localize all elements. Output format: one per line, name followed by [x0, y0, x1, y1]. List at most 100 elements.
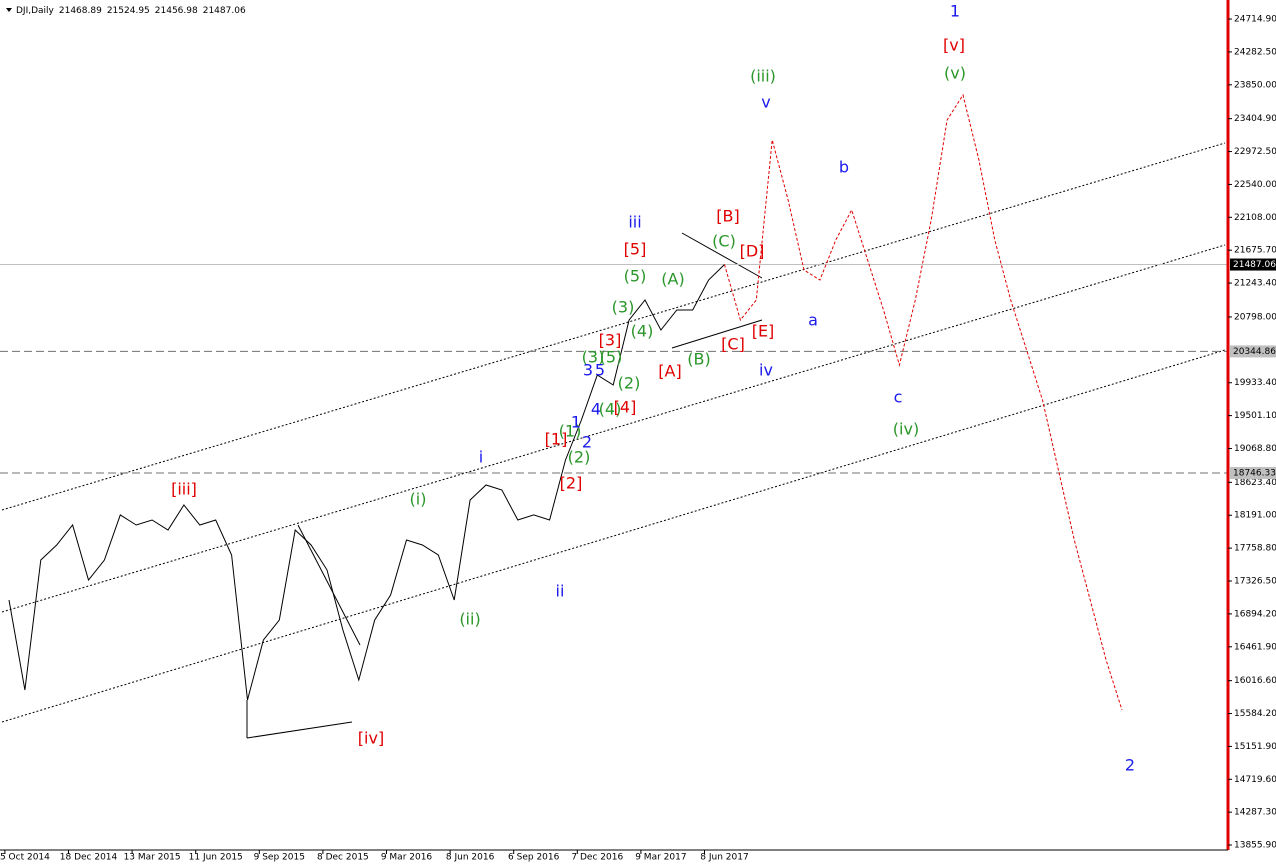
y-tick-label: 14719.60: [1234, 775, 1276, 785]
x-tick-label: 11 Jun 2015: [189, 853, 243, 863]
wave-label: [B]: [716, 207, 739, 226]
y-tick-label: 22972.50: [1234, 147, 1276, 157]
wave-label: [4]: [614, 398, 637, 417]
wave-label: (iv): [893, 420, 919, 439]
y-tick-label: 22540.00: [1234, 180, 1276, 190]
x-tick-label: 18 Dec 2014: [60, 853, 118, 863]
y-tick-label: 21675.70: [1234, 246, 1276, 256]
y-tick-label: 23850.00: [1234, 80, 1276, 90]
x-tick-label: 5 Oct 2014: [0, 853, 50, 863]
y-tick-label: 20798.00: [1234, 312, 1276, 322]
wave-label: [iv]: [358, 729, 384, 748]
plot: [0, 93, 1228, 711]
wave-label: (1): [559, 422, 582, 441]
wave-label: (A): [661, 270, 684, 289]
y-tick-label: 16894.20: [1234, 609, 1276, 619]
y-tick-label: 19933.40: [1234, 378, 1276, 388]
header-icon: [6, 8, 12, 12]
wave-label: (v): [944, 64, 966, 83]
x-tick-label: 13 Mar 2015: [124, 853, 181, 863]
wave-label: (ii): [459, 610, 480, 629]
wave-label: b: [839, 158, 849, 177]
ohlc-value: 21487.06: [203, 6, 246, 16]
wave-label: (C): [712, 232, 736, 251]
x-tick-label: 9 Mar 2016: [381, 853, 433, 863]
y-tick-label: 18623.40: [1234, 478, 1276, 488]
wave-label: [2]: [560, 474, 583, 493]
channel-line: [1, 142, 1226, 511]
wave-label: (2): [568, 448, 591, 467]
wave-label: (B): [687, 350, 710, 369]
y-tick-label: 17326.50: [1234, 577, 1276, 587]
level-box: [1230, 345, 1276, 358]
x-tick-label: 9 Mar 2017: [635, 853, 686, 863]
symbol: DJI,Daily: [16, 6, 55, 16]
wave-label: 3: [583, 361, 593, 380]
y-tick-label: 16461.90: [1234, 642, 1276, 652]
wave-label: iv: [759, 361, 773, 380]
level-label: 20344.86: [1233, 347, 1276, 357]
x-tick-label: 8 Jun 2017: [700, 853, 748, 863]
y-tick-label: 18191.00: [1234, 511, 1276, 521]
wave-label: [C]: [721, 335, 745, 354]
wave-label: [3]: [599, 331, 622, 350]
wave-label: [v]: [943, 36, 965, 55]
level-label: 21487.06: [1233, 260, 1276, 270]
channel-line: [1, 349, 1226, 723]
wave-label: [iii]: [171, 480, 197, 499]
wave-label: [1]: [545, 430, 568, 449]
y-tick-label: 23404.90: [1234, 114, 1276, 124]
ohlc-value: 21468.89: [59, 6, 102, 16]
wave-label: (5): [600, 348, 623, 367]
wave-label: c: [894, 388, 903, 407]
wave-label: (4): [631, 322, 654, 341]
x-tick-label: 6 Sep 2016: [508, 853, 560, 863]
wave-label: [A]: [658, 362, 681, 381]
y-tick-label: 22108.00: [1234, 213, 1276, 223]
wave-label: (5): [624, 267, 647, 286]
wave-label: v: [761, 93, 770, 112]
channel-lines: [1, 142, 1226, 723]
wave-label: ii: [556, 582, 565, 601]
price-line: [8, 264, 725, 701]
wave-label: (2): [618, 374, 641, 393]
wave-label: (iii): [750, 67, 776, 86]
wave-label: (i): [410, 490, 427, 509]
x-tick-label: 9 Sep 2015: [254, 853, 305, 863]
trend-lines: [246, 232, 763, 739]
y-tick-label: 24282.50: [1234, 47, 1276, 57]
level-box: [1230, 258, 1276, 271]
ohlc-value: 21524.95: [107, 6, 150, 16]
wave-label: a: [808, 311, 818, 330]
projection-line: [724, 93, 1123, 711]
wave-label: 4: [591, 400, 601, 419]
wave-label: [E]: [752, 322, 775, 341]
wave-label: (3): [612, 298, 635, 317]
trend-line: [681, 232, 763, 279]
y-tick-label: 24714.90: [1234, 15, 1276, 25]
y-tick-label: 14287.30: [1234, 808, 1276, 818]
x-tick-label: 8 Jun 2016: [446, 853, 495, 863]
header: DJI,Daily 21468.89 21524.95 21456.98 21487.0…: [16, 6, 246, 16]
trend-line: [671, 319, 763, 349]
wave-label: 5: [595, 361, 605, 380]
x-tick-label: 7 Dec 2016: [571, 853, 623, 863]
y-tick-label: 19501.10: [1234, 411, 1276, 421]
wave-label: (4): [599, 400, 622, 419]
wave-label: 1: [950, 2, 960, 21]
ohlc-value: 21456.98: [155, 6, 198, 16]
y-tick-label: 17758.80: [1234, 544, 1276, 554]
wave-label: 2: [1125, 756, 1135, 775]
wave-label: [D]: [740, 242, 765, 261]
y-tick-label: 19068.80: [1234, 444, 1276, 454]
channel-line: [1, 244, 1226, 613]
trend-line: [246, 721, 353, 739]
trend-line: [297, 524, 361, 646]
y-tick-label: 16016.60: [1234, 676, 1276, 686]
y-tick-label: 21243.40: [1234, 279, 1276, 289]
wave-label: 1: [571, 413, 581, 432]
level-label: 18746.33: [1233, 469, 1276, 479]
y-tick-label: 13855.90: [1234, 840, 1276, 850]
level-box: [1230, 467, 1276, 480]
